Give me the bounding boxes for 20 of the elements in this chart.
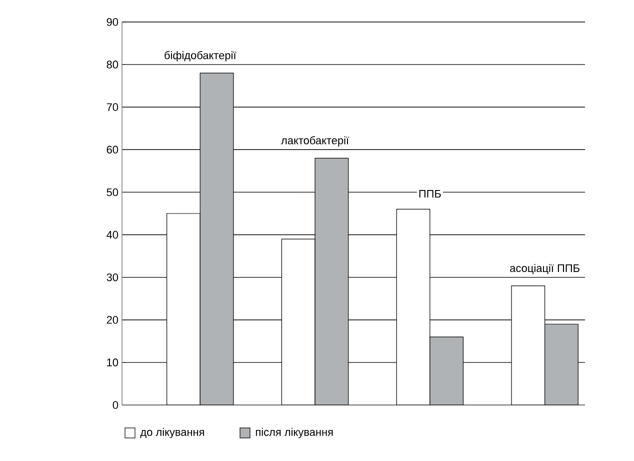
x-tick-label: ППБ	[419, 190, 441, 198]
bar	[430, 336, 464, 405]
y-tick-label: 60	[106, 146, 118, 154]
bar	[544, 324, 578, 405]
text: до лікування	[140, 428, 204, 438]
bar	[200, 72, 234, 405]
x-tick-label: лактобактерії	[281, 136, 349, 146]
y-tick-label: 10	[107, 358, 118, 366]
bar	[314, 158, 349, 405]
y-tick-label: 80	[106, 60, 118, 68]
y-tick-label: 50	[106, 188, 118, 196]
y-tick-label: 70	[106, 103, 118, 111]
y-tick-label: 90	[106, 18, 118, 26]
x-tick-label: біфідобактерії	[164, 51, 236, 62]
y-tick-label: 40	[106, 230, 118, 239]
x-tick-label: асоціації ППБ	[510, 264, 580, 274]
y-tick-label: 30	[106, 273, 118, 282]
y-tick-label: 0	[112, 401, 118, 409]
legend-label: після лікування	[256, 428, 333, 438]
y-tick-label: 20	[106, 316, 118, 324]
